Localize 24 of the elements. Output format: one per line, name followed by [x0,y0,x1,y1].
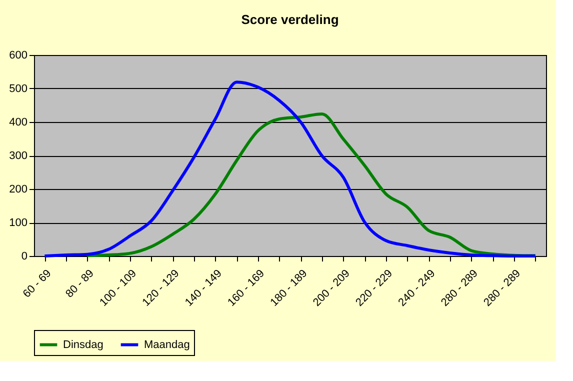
x-tick-label: 180 - 189 [268,268,310,309]
y-tick-label: 100 [9,217,28,229]
y-tick-label: 500 [9,83,28,95]
chart-title: Score verdeling [241,12,339,27]
x-tick-label: 280 - 289 [438,268,480,309]
x-tick-label: 140 - 149 [182,268,224,309]
y-tick-label: 300 [9,150,28,162]
y-tick-label: 600 [9,50,28,62]
line-series [43,80,537,258]
x-tick-label: 80 - 89 [64,268,96,300]
x-tick-label: 280 - 289 [482,268,523,309]
legend-label: Dinsdag [63,338,104,351]
y-tick-label: 400 [9,116,28,128]
line-series [86,112,537,258]
x-tick-label: 160 - 169 [226,268,267,309]
legend-label: Maandag [144,338,190,351]
x-tick-label: 240 - 249 [396,268,438,309]
y-tick-label: 0 [21,250,28,262]
x-tick-label: 60 - 69 [20,268,54,300]
x-tick-label: 200 - 209 [310,268,352,309]
y-tick-label: 200 [9,184,28,196]
x-tick-label: 220 - 229 [354,268,395,309]
x-tick-label: 100 - 109 [98,268,139,309]
x-tick-label: 120 - 129 [140,268,182,309]
